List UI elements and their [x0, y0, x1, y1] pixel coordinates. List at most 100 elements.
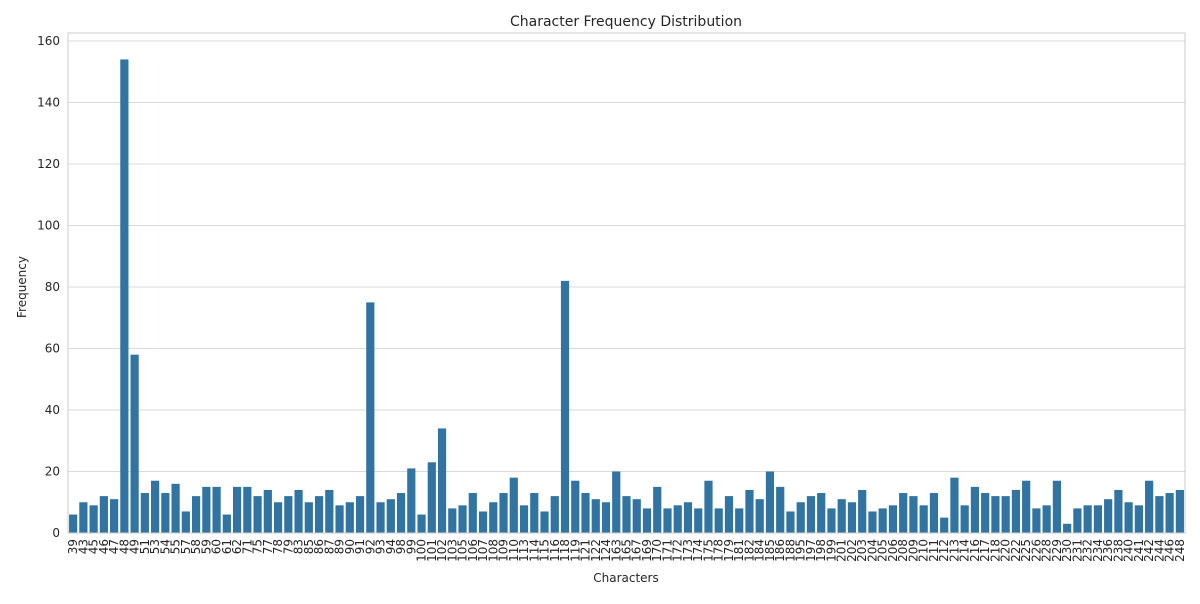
y-tick-label: 40 [45, 403, 60, 417]
x-tick-label: 54 [158, 539, 172, 554]
bar [376, 502, 385, 533]
bar [1022, 480, 1031, 533]
bar [161, 493, 170, 533]
x-tick-label: 170 [650, 539, 664, 562]
bar [1093, 505, 1102, 533]
x-tick-label: 122 [589, 539, 603, 562]
x-tick-label: 60 [210, 539, 224, 554]
x-tick-label: 197 [804, 539, 818, 562]
bar [899, 493, 908, 533]
x-tick-label: 229 [1050, 539, 1064, 562]
bar [458, 505, 467, 533]
x-tick-label: 241 [1132, 539, 1146, 562]
x-tick-label: 238 [1111, 539, 1125, 562]
x-tick-label: 175 [701, 539, 715, 562]
bar [909, 496, 918, 533]
bar [960, 505, 969, 533]
x-tick-label: 109 [497, 539, 511, 562]
bar [1165, 493, 1174, 533]
bar [499, 493, 508, 533]
bar [366, 302, 375, 533]
bar [489, 502, 498, 533]
bar [642, 508, 652, 533]
x-tick-label: 94 [384, 539, 398, 554]
bar [929, 493, 939, 533]
x-tick-label: 226 [1029, 539, 1043, 562]
x-tick-label: 173 [681, 539, 695, 562]
chart-title: Character Frequency Distribution [510, 14, 742, 30]
bar [571, 480, 580, 533]
x-tick-label: 45 [87, 539, 101, 554]
x-tick-label: 248 [1173, 539, 1187, 562]
bar [130, 354, 139, 533]
bar [519, 505, 529, 533]
x-tick-label: 211 [927, 539, 941, 562]
bar [673, 505, 682, 533]
bar [981, 493, 990, 533]
x-tick-label: 85 [302, 539, 316, 554]
x-tick-label: 163 [609, 539, 623, 562]
x-tick-label: 62 [230, 539, 244, 554]
x-tick-label: 188 [783, 539, 797, 562]
bar [222, 514, 231, 533]
x-tick-label: 182 [742, 539, 756, 562]
bar [735, 508, 744, 533]
x-tick-label: 119 [568, 539, 582, 562]
bar [509, 477, 518, 533]
x-tick-label: 212 [937, 539, 951, 562]
bar [868, 511, 877, 533]
x-tick-label: 57 [179, 539, 193, 554]
x-tick-label: 77 [261, 539, 275, 554]
bar [212, 486, 221, 533]
bar [396, 493, 406, 533]
x-tick-label: 213 [947, 539, 961, 562]
bar [765, 471, 775, 533]
x-tick-label: 99 [404, 539, 418, 554]
x-tick-label: 202 [845, 539, 859, 562]
bar [79, 502, 88, 533]
bar [991, 496, 1000, 533]
x-tick-label: 214 [958, 539, 972, 562]
x-tick-label: 234 [1091, 539, 1105, 562]
x-tick-label: 78 [271, 539, 285, 554]
bar [714, 508, 723, 533]
x-tick-label: 102 [435, 539, 449, 562]
bar [110, 499, 119, 533]
x-tick-label: 246 [1163, 539, 1177, 562]
x-tick-label: 55 [169, 539, 183, 554]
bar [878, 508, 887, 533]
bar [622, 496, 631, 533]
bar [407, 468, 416, 533]
x-tick-label: 169 [640, 539, 654, 562]
bar [940, 517, 949, 533]
bar [1145, 480, 1154, 533]
bar [335, 505, 344, 533]
x-tick-label: 209 [906, 539, 920, 562]
x-tick-label: 101 [425, 539, 439, 562]
x-tick-label: 79 [281, 539, 295, 554]
x-tick-label: 47 [107, 539, 121, 554]
bar [314, 496, 324, 533]
bar [704, 480, 713, 533]
x-tick-label: 46 [97, 539, 111, 554]
bar [417, 514, 426, 533]
x-tick-label: 71 [240, 539, 254, 554]
bar [663, 508, 672, 533]
x-tick-label: 92 [363, 539, 377, 554]
bar [683, 502, 693, 533]
bar [304, 502, 313, 533]
bar [468, 493, 477, 533]
bar [776, 486, 785, 533]
x-tick-label: 167 [630, 539, 644, 562]
x-tick-label: 51 [138, 539, 152, 554]
bar [1083, 505, 1092, 533]
bar [232, 486, 242, 533]
x-tick-label: 114 [527, 539, 541, 562]
y-tick-label: 0 [52, 526, 60, 540]
y-axis-label: Frequency [15, 256, 29, 318]
x-tick-label: 220 [999, 539, 1013, 562]
bar [1063, 523, 1072, 533]
bar [1073, 508, 1082, 533]
x-tick-label: 87 [322, 539, 336, 554]
bar [1052, 480, 1062, 533]
